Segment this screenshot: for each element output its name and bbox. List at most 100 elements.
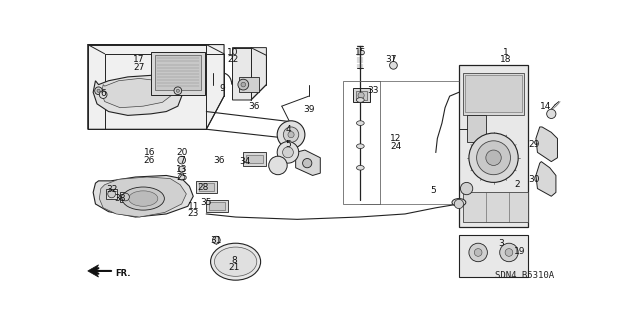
Circle shape [179,174,185,180]
Text: 20: 20 [176,148,188,157]
Circle shape [176,89,179,92]
Bar [151,52,205,95]
Circle shape [547,109,556,118]
Text: 39: 39 [304,105,316,114]
Bar [155,55,201,90]
Circle shape [500,243,518,262]
Text: 1: 1 [503,48,509,57]
Ellipse shape [356,121,364,125]
Bar [463,192,528,222]
Circle shape [284,127,299,142]
Text: 29: 29 [529,140,540,149]
Bar [463,73,524,116]
Circle shape [469,243,488,262]
Circle shape [469,133,518,182]
Text: 34: 34 [239,157,250,166]
Circle shape [241,82,246,87]
Circle shape [269,156,287,175]
Circle shape [303,158,312,168]
Bar [465,75,522,112]
Polygon shape [93,75,182,116]
Text: 36: 36 [213,156,225,164]
Text: 38: 38 [115,194,126,203]
Bar [246,156,263,163]
Circle shape [390,61,397,69]
Text: 30: 30 [529,175,540,184]
Text: 11: 11 [188,202,199,211]
Circle shape [477,141,511,175]
Text: 27: 27 [133,63,144,72]
Text: 17: 17 [133,55,145,64]
Text: 33: 33 [367,86,378,95]
Polygon shape [232,48,266,100]
Circle shape [99,91,107,99]
Text: 19: 19 [514,247,525,256]
Circle shape [277,141,299,163]
Text: 6: 6 [100,89,106,98]
Text: 22: 22 [227,55,238,64]
Text: 25: 25 [176,172,188,181]
Polygon shape [536,162,556,196]
Text: 32: 32 [107,185,118,194]
Circle shape [108,190,115,198]
Bar [467,116,486,142]
Circle shape [474,249,482,256]
Bar [120,192,131,202]
Text: 23: 23 [188,210,199,219]
Ellipse shape [356,98,364,102]
Text: 3: 3 [499,239,504,249]
Text: 18: 18 [500,55,511,64]
Polygon shape [99,177,186,217]
Text: 8: 8 [231,256,237,265]
Polygon shape [88,44,224,129]
Ellipse shape [129,191,158,206]
Circle shape [454,199,463,209]
Ellipse shape [214,247,257,276]
Bar [198,183,214,191]
Text: 16: 16 [143,148,155,157]
Text: 31: 31 [210,236,221,245]
Text: FR.: FR. [115,269,131,278]
Circle shape [95,87,102,95]
Bar [344,81,380,204]
Ellipse shape [356,144,364,148]
Circle shape [505,249,513,256]
Ellipse shape [356,165,364,170]
Ellipse shape [452,198,466,206]
Text: 26: 26 [143,156,155,164]
Circle shape [358,92,364,99]
Text: 5: 5 [285,140,291,149]
Bar [353,88,369,102]
Circle shape [174,87,182,95]
Circle shape [178,156,186,164]
Text: 37: 37 [385,55,397,64]
Text: 14: 14 [540,102,552,111]
Bar [356,91,367,100]
Bar [106,189,117,198]
Circle shape [460,182,473,195]
Text: 7: 7 [179,156,184,164]
Text: 24: 24 [390,142,401,151]
Text: 13: 13 [176,165,188,174]
Text: 5: 5 [431,186,436,195]
Ellipse shape [122,187,164,210]
Circle shape [283,147,293,158]
Text: 9: 9 [220,84,225,93]
Text: 21: 21 [228,263,240,272]
Polygon shape [536,127,557,162]
Circle shape [277,121,305,148]
Text: 15: 15 [355,48,366,57]
Bar [243,152,266,166]
Polygon shape [102,78,172,108]
Text: 12: 12 [390,134,401,143]
Bar [206,200,228,212]
Bar [239,77,259,92]
Polygon shape [88,265,99,277]
Text: 35: 35 [200,198,212,207]
Bar [459,65,528,227]
Text: 36: 36 [248,102,260,111]
Text: 2: 2 [515,180,520,189]
Circle shape [122,193,129,201]
Bar [196,181,217,193]
Bar [209,203,225,210]
